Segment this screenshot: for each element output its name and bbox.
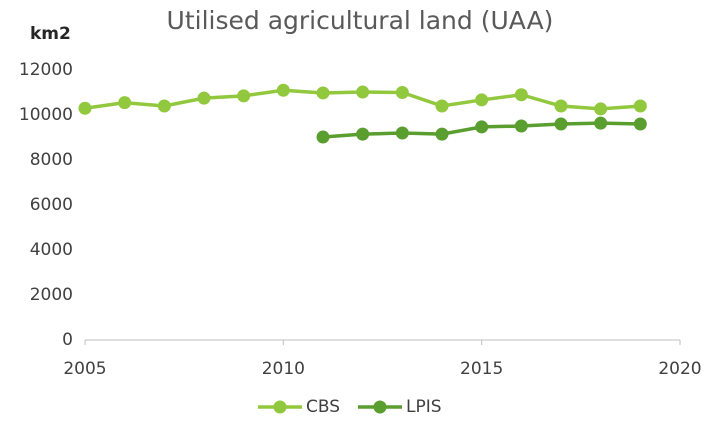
y-tick-label: 0 [62, 330, 73, 350]
legend-label: CBS [306, 397, 340, 417]
point [514, 119, 528, 133]
x-tick-label: 2010 [262, 359, 305, 379]
x-tick-label: 2020 [658, 359, 701, 379]
point [633, 99, 647, 113]
point [554, 99, 568, 113]
point [78, 101, 92, 115]
y-tick-label: 8000 [30, 150, 73, 170]
point [594, 116, 608, 130]
legend-label: LPIS [406, 397, 442, 417]
y-tick-label: 6000 [30, 195, 73, 215]
point [435, 99, 449, 113]
point [435, 127, 449, 141]
y-tick-label: 12000 [19, 60, 73, 80]
y-tick-label: 4000 [30, 240, 73, 260]
point [554, 117, 568, 131]
y-tick-label: 2000 [30, 285, 73, 305]
point [316, 130, 330, 144]
legend-marker [373, 400, 387, 414]
point [633, 117, 647, 131]
y-axis-label: km2 [30, 24, 71, 44]
point [316, 86, 330, 100]
point [356, 85, 370, 99]
chart-title: Utilised agricultural land (UAA) [167, 6, 554, 35]
point [237, 89, 251, 103]
legend-marker [273, 400, 287, 414]
x-tick-label: 2005 [63, 359, 106, 379]
point [514, 88, 528, 102]
point [356, 127, 370, 141]
point [395, 86, 409, 99]
point [197, 91, 211, 105]
point [157, 99, 171, 113]
point [475, 120, 489, 134]
point [118, 96, 132, 110]
point [395, 126, 409, 140]
point [475, 93, 489, 107]
y-tick-label: 10000 [19, 105, 73, 125]
point [594, 102, 608, 116]
x-tick-label: 2015 [460, 359, 503, 379]
point [276, 83, 290, 97]
